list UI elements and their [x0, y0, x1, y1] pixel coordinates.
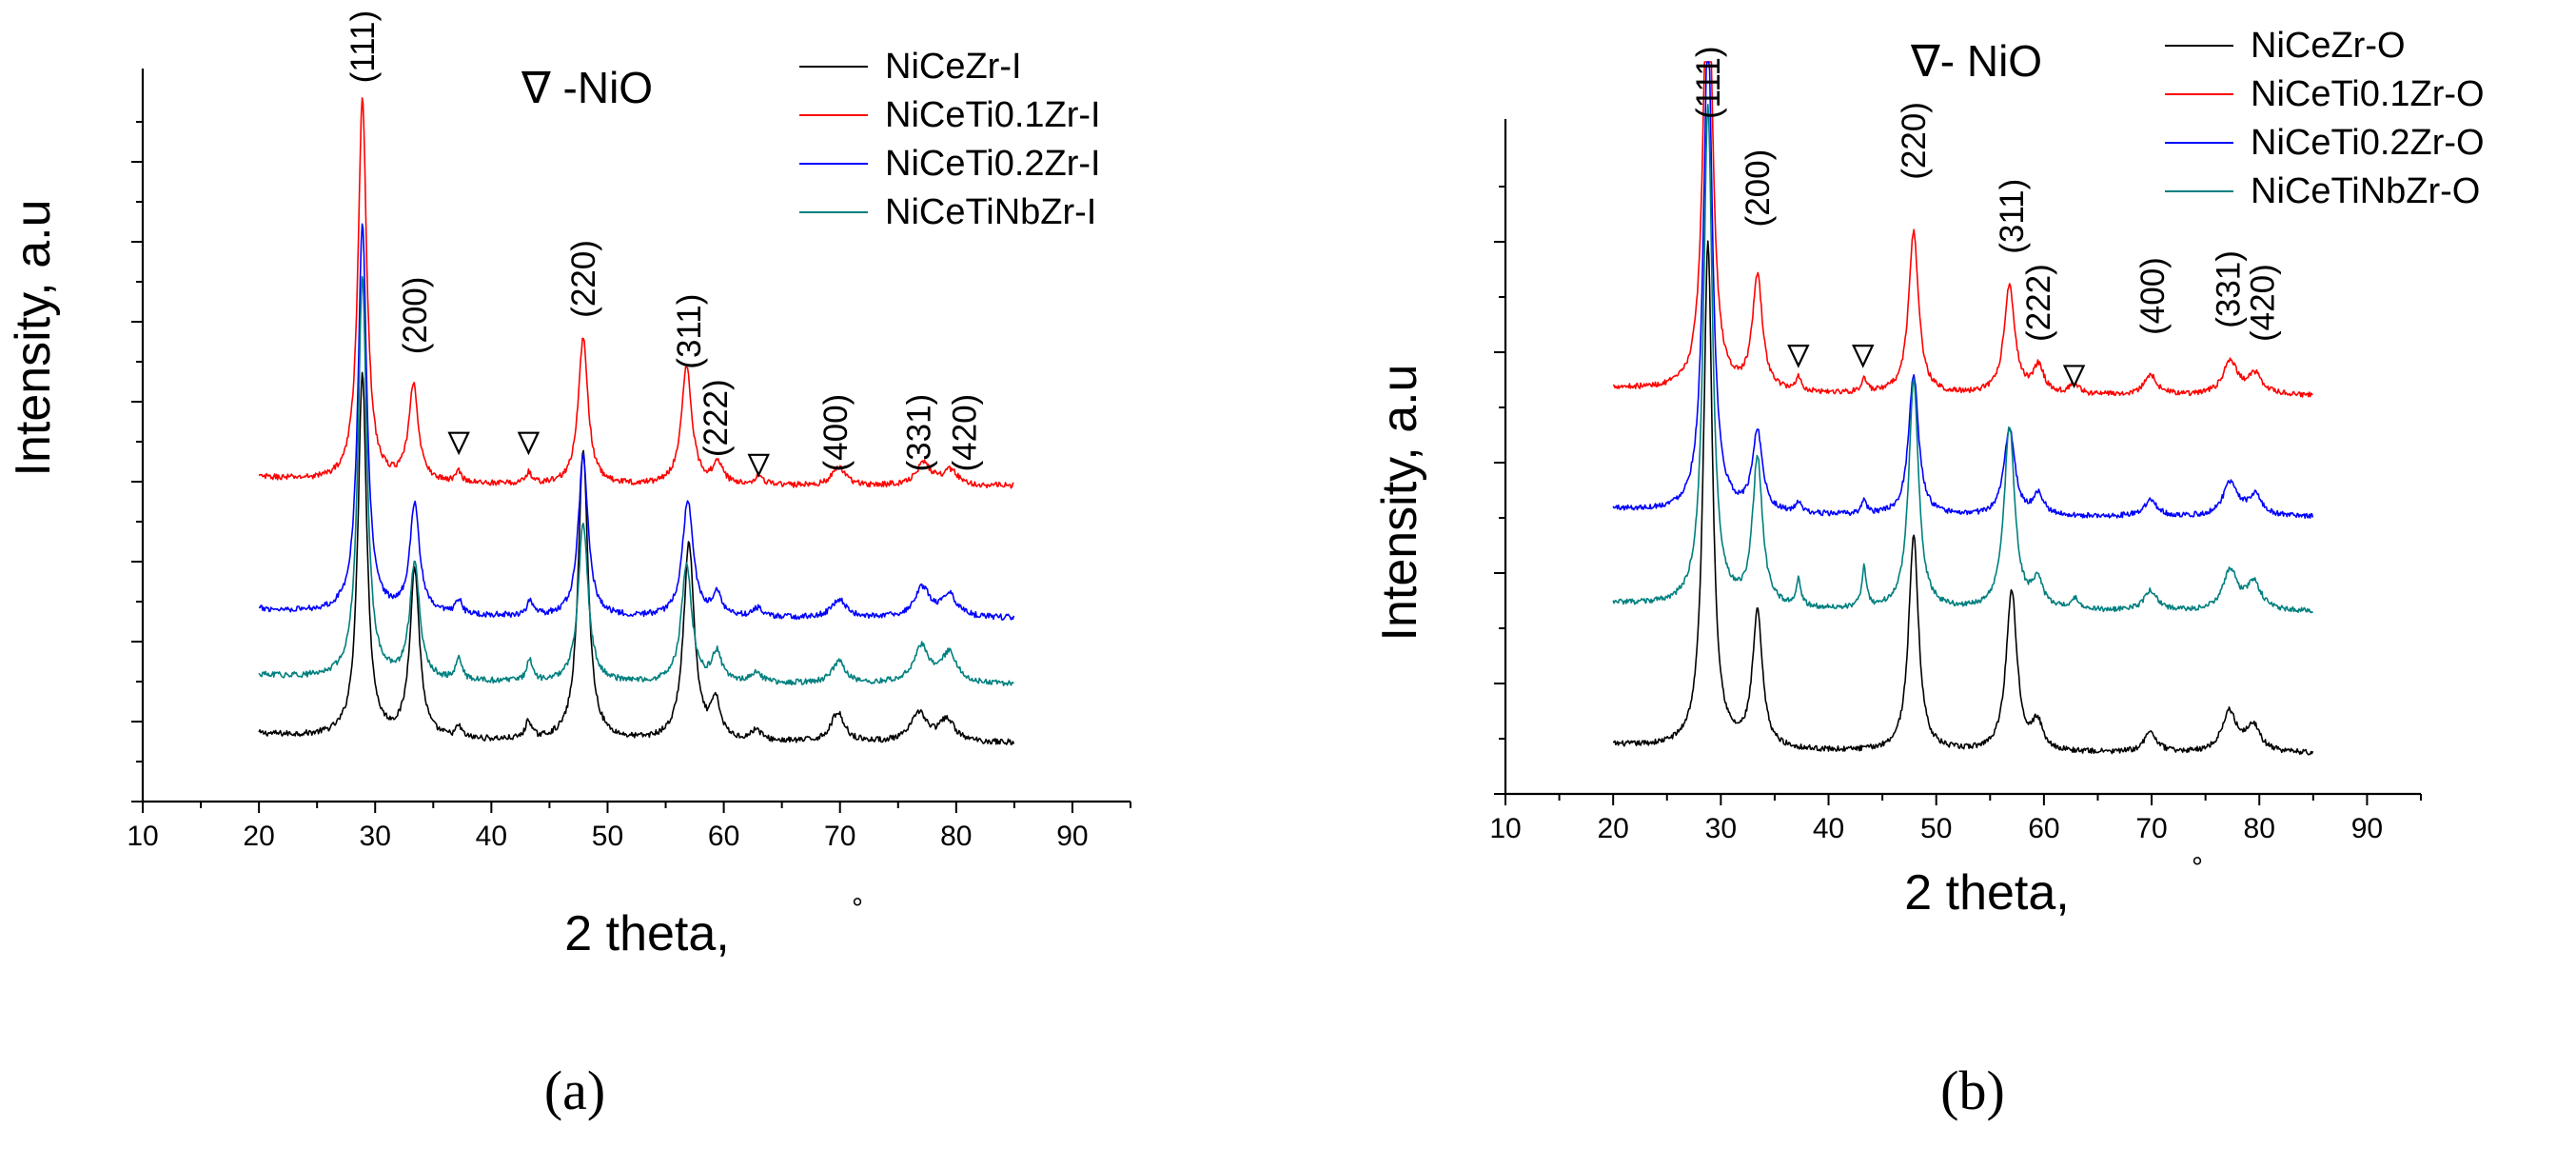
legend-label: NiCeTi0.1Zr-O [2251, 74, 2485, 114]
series-line-3 [258, 275, 1014, 687]
peak-annotation: (220) [1896, 102, 1933, 180]
legend-label: NiCeTiNbZr-I [885, 192, 1096, 232]
panel-b: 10 20 30 40 50 60 70 80 90 2 theta, ° Intensity, a.… [1372, 26, 2485, 1121]
legend-label: NiCeZr-I [885, 47, 1022, 87]
x-tick-label: 40 [476, 821, 507, 852]
peak-annotation: (222) [698, 379, 735, 457]
chart-title: ∇ -NiO [521, 63, 653, 112]
x-tick-label: 60 [2028, 813, 2059, 844]
series-line-1 [1612, 61, 2313, 398]
series-line-2 [258, 223, 1015, 621]
x-tick-label: 40 [1813, 813, 1844, 844]
nio-marker [1787, 345, 1810, 368]
x-tick-label: 90 [2351, 813, 2383, 844]
x-tick-label: 70 [2135, 813, 2167, 844]
x-axis-label-degree: ° [2192, 852, 2203, 883]
panel-label: (b) [1940, 1060, 2005, 1121]
x-tick-label: 80 [940, 821, 972, 852]
y-axis-label: Intensity, a.u [6, 200, 61, 477]
x-axis-label: 2 theta, [564, 906, 729, 961]
x-tick-label: 20 [243, 821, 274, 852]
peak-annotation: (420) [946, 394, 983, 472]
x-tick-label: 90 [1056, 821, 1088, 852]
chart-title: ∇- NiO [1910, 36, 2042, 86]
peak-annotation: (331) [2210, 250, 2247, 328]
x-tick-label: 10 [127, 821, 158, 852]
x-tick-label: 20 [1597, 813, 1628, 844]
nio-marker [447, 431, 470, 456]
y-axis-label: Intensity, a.u [1372, 365, 1427, 642]
x-axis-label: 2 theta, [1904, 865, 2069, 921]
nio-marker [1852, 345, 1875, 368]
legend-label: NiCeZr-O [2251, 26, 2406, 66]
x-tick-label: 30 [1705, 813, 1737, 844]
nio-marker [747, 453, 770, 478]
panel-label: (a) [544, 1060, 605, 1121]
series-line-0 [258, 371, 1015, 745]
series-line-2 [1612, 61, 2314, 520]
peak-annotation: (200) [1740, 149, 1777, 228]
peak-annotation: (400) [817, 394, 855, 472]
peak-annotation: (311) [671, 294, 708, 369]
peak-annotation: (111) [344, 10, 382, 84]
peak-annotation: (400) [2134, 257, 2172, 335]
x-tick-label: 80 [2244, 813, 2275, 844]
series-line-1 [258, 97, 1014, 489]
x-tick-label: 30 [360, 821, 391, 852]
peak-annotation: (111) [1690, 46, 1727, 119]
peak-annotation: (220) [565, 240, 602, 318]
legend-label: NiCeTiNbZr-O [2251, 171, 2480, 211]
nio-marker [517, 431, 541, 456]
x-tick-label: 50 [592, 821, 623, 852]
peak-annotation: (311) [1994, 179, 2031, 254]
x-tick-label: 50 [1920, 813, 1952, 844]
legend-label: NiCeTi0.2Zr-I [885, 144, 1101, 184]
x-axis-label-degree: ° [852, 893, 863, 924]
series-line-3 [1612, 104, 2314, 614]
peak-annotation: (200) [397, 277, 434, 355]
peak-annotation: (331) [901, 394, 938, 472]
nio-marker [2062, 365, 2086, 388]
x-tick-label: 60 [708, 821, 739, 852]
legend-label: NiCeTi0.2Zr-O [2251, 123, 2485, 163]
peak-annotation: (420) [2245, 264, 2282, 342]
x-tick-label: 70 [824, 821, 855, 852]
series-line-0 [1612, 240, 2314, 756]
legend-label: NiCeTi0.1Zr-I [885, 95, 1101, 135]
x-tick-label: 10 [1489, 813, 1521, 844]
panel-a: 10 20 30 40 50 60 70 80 90 2 theta, ° Intensity, a.… [6, 10, 1131, 1121]
peak-annotation: (222) [2020, 264, 2057, 342]
